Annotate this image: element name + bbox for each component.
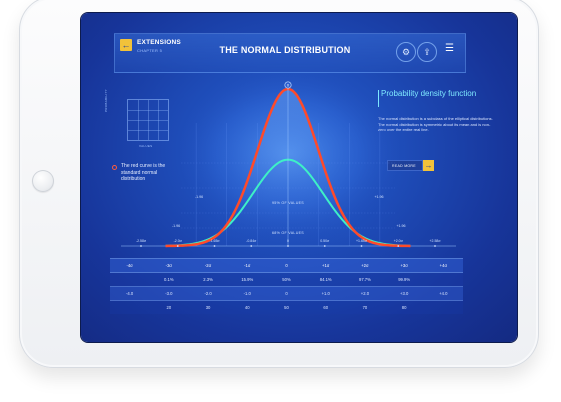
axis-tick-dot <box>360 245 363 247</box>
table-cell <box>110 301 149 314</box>
table-header-cell: +3σ <box>400 263 408 268</box>
table-cell: 20 <box>166 305 172 310</box>
mean-marker-label: 0 <box>287 83 290 88</box>
left-sd2-label: -1.96 <box>172 224 180 228</box>
share-icon[interactable]: ⇪ <box>417 42 437 62</box>
axis-tick-label: +2.0σ <box>394 239 404 243</box>
table-cell: 50% <box>282 277 291 282</box>
table-header-cell: -4σ <box>126 263 133 268</box>
table-cell: 84.1% <box>319 277 332 282</box>
table-cell: 0 <box>285 291 288 296</box>
axis-tick-label: 0.50σ <box>320 239 330 243</box>
table-cell <box>424 273 463 286</box>
right-sd2-label: +1.96 <box>396 224 405 228</box>
axis-tick-label: -2.58σ <box>136 239 147 243</box>
axis-ticks: -2.58σ -2.0σ -1.65σ -0.84σ 0 0.50σ +1.65σ +2.0σ… <box>136 239 441 247</box>
legend-text: The red curve is the standard normal dis… <box>121 163 166 182</box>
pct95-label: 95% OF VALUES <box>272 201 304 205</box>
back-arrow-icon[interactable]: ← <box>120 39 132 51</box>
table-cell: 70 <box>362 305 368 310</box>
table-header-cell: +4σ <box>439 263 448 268</box>
table-header-row: -4σ -3σ -2σ -1σ 0 +1σ +2σ +3σ +4σ <box>110 258 463 273</box>
info-title: Probability density function <box>381 89 477 98</box>
info-body: The normal distribution is a subclass of… <box>378 116 493 133</box>
table-header-cell: -1σ <box>244 263 251 268</box>
table-cell <box>110 273 149 286</box>
axis-tick-dot <box>434 245 436 247</box>
table-header-cell: +2σ <box>361 263 369 268</box>
axis-tick-dot <box>250 245 253 247</box>
table-cell <box>424 301 463 314</box>
table-header-cell: -3σ <box>165 263 172 268</box>
table-cell: -3.0 <box>165 291 173 296</box>
pct68-label: 68% OF VALUES <box>272 231 304 235</box>
table-header-cell: 0 <box>285 263 288 268</box>
table-cell: 40 <box>244 305 250 310</box>
axis-tick-label: -2.0σ <box>174 239 183 243</box>
table-cell: -4.0 <box>126 291 134 296</box>
section-subtitle: CHAPTER 5 <box>137 48 163 53</box>
home-button[interactable] <box>32 170 54 192</box>
table-cell: +1.0 <box>321 291 330 296</box>
section-title: EXTENSIONS <box>137 39 181 46</box>
normal-distribution-chart: 0 95% OF VALUES 68% OF VALUES -1.96 +1.9… <box>121 73 456 253</box>
table-cell: 97.7% <box>358 277 371 282</box>
axis-tick-label: 0 <box>287 239 289 243</box>
red-curve-legend-marker <box>112 165 117 170</box>
mean-marker <box>284 81 292 89</box>
app-screen: ← EXTENSIONS CHAPTER 5 THE NORMAL DISTRI… <box>81 13 517 342</box>
axis-tick-label: +2.58σ <box>429 239 441 243</box>
table-cell: 99.9% <box>398 277 411 282</box>
axis-tick-dot <box>176 245 179 247</box>
header-bar: ← EXTENSIONS CHAPTER 5 THE NORMAL DISTRI… <box>114 33 466 73</box>
table-cell: 15.9% <box>241 277 254 282</box>
table-row: 0.1% 2.3% 15.9% 50% 84.1% 97.7% 99.9% <box>110 273 463 286</box>
table-cell: -2.0 <box>204 291 212 296</box>
table-cell: 0.1% <box>164 277 174 282</box>
table-cell: 80 <box>401 305 407 310</box>
tablet-frame: ← EXTENSIONS CHAPTER 5 THE NORMAL DISTRI… <box>19 0 539 368</box>
gear-icon[interactable]: ⚙ <box>396 42 416 62</box>
table-cell: +4.0 <box>439 291 448 296</box>
title-accent-bar <box>378 90 379 107</box>
table-header-cell: +1σ <box>322 263 330 268</box>
page-title: THE NORMAL DISTRIBUTION <box>219 45 351 55</box>
mini-chart-xlabel: VALUES <box>139 144 153 148</box>
table-cell: 60 <box>323 305 329 310</box>
axis-tick-label: -1.65σ <box>209 239 220 243</box>
table-cell: +2.0 <box>360 291 370 296</box>
table-row: 20 30 40 50 60 70 80 <box>110 301 463 314</box>
axis-tick-label: +1.65σ <box>356 239 368 243</box>
table-cell: 2.3% <box>203 277 213 282</box>
left-sd1-label: -1.96 <box>195 195 203 199</box>
table-cell: 50 <box>284 305 289 310</box>
axis-tick-dot <box>140 245 142 247</box>
axis-tick-dot <box>397 245 400 247</box>
axis-tick-label: -0.84σ <box>246 239 257 243</box>
axis-tick-dot <box>213 245 216 247</box>
table-cell: 30 <box>205 305 211 310</box>
table-header-cell: -2σ <box>204 263 212 268</box>
table-cell: +3.0 <box>400 291 409 296</box>
z-score-table: -4σ -3σ -2σ -1σ 0 +1σ +2σ +3σ +4σ 0.1% 2.3% 15.9% 5… <box>110 258 463 314</box>
table-row: -4.0 -3.0 -2.0 -1.0 0 +1.0 +2.0 +3.0 +4.0 <box>110 286 463 301</box>
table-cell: -1.0 <box>243 291 251 296</box>
hamburger-menu-icon[interactable]: ☰ <box>445 43 454 54</box>
right-sd1-label: +1.96 <box>374 195 383 199</box>
mini-chart <box>127 99 169 141</box>
axis-tick-dot <box>287 245 289 247</box>
arrow-right-icon[interactable]: → <box>423 160 434 171</box>
axis-tick-dot <box>323 245 326 247</box>
